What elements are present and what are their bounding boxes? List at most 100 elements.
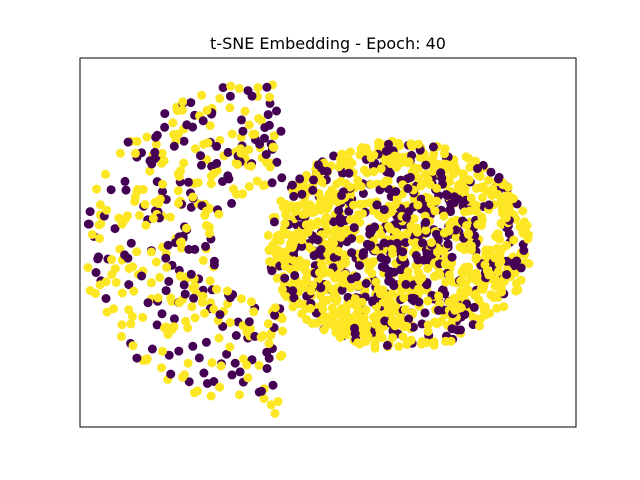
point-class-1 xyxy=(402,338,412,348)
point-class-1 xyxy=(367,269,377,278)
point-class-1 xyxy=(467,241,476,251)
point-class-1 xyxy=(380,156,390,166)
point-class-0 xyxy=(227,198,237,208)
point-class-1 xyxy=(129,286,139,296)
point-class-1 xyxy=(283,204,293,214)
point-class-1 xyxy=(356,182,366,191)
point-class-0 xyxy=(384,167,394,177)
point-class-1 xyxy=(478,193,487,203)
point-class-0 xyxy=(334,206,344,216)
point-class-0 xyxy=(160,109,170,119)
point-class-1 xyxy=(491,274,501,284)
point-class-0 xyxy=(268,380,278,390)
point-class-1 xyxy=(379,179,389,189)
point-class-1 xyxy=(468,312,478,322)
point-class-1 xyxy=(479,281,489,291)
point-class-0 xyxy=(137,271,147,281)
point-class-0 xyxy=(337,285,347,295)
point-class-1 xyxy=(273,397,283,406)
point-class-0 xyxy=(164,276,174,286)
point-class-1 xyxy=(426,199,436,209)
point-class-0 xyxy=(316,245,326,254)
point-class-1 xyxy=(327,303,337,313)
point-class-0 xyxy=(404,314,414,324)
point-class-1 xyxy=(83,263,93,272)
point-class-0 xyxy=(337,190,346,200)
point-class-1 xyxy=(223,286,232,296)
point-class-1 xyxy=(523,234,533,244)
point-class-0 xyxy=(257,386,266,396)
point-class-1 xyxy=(162,262,172,272)
point-class-0 xyxy=(493,174,503,184)
point-class-1 xyxy=(151,257,161,267)
point-class-0 xyxy=(260,133,269,143)
point-class-0 xyxy=(280,273,290,283)
point-class-0 xyxy=(376,253,386,263)
point-class-1 xyxy=(398,152,408,162)
point-class-1 xyxy=(366,180,376,189)
point-class-0 xyxy=(391,187,401,196)
point-class-1 xyxy=(227,129,237,139)
point-class-1 xyxy=(353,306,363,316)
point-class-1 xyxy=(403,267,413,277)
point-class-1 xyxy=(203,138,213,148)
point-class-0 xyxy=(201,337,211,347)
point-class-0 xyxy=(510,260,520,270)
point-class-1 xyxy=(190,313,200,323)
point-class-1 xyxy=(349,300,359,309)
point-class-1 xyxy=(157,363,166,373)
point-class-1 xyxy=(324,202,333,211)
point-class-1 xyxy=(142,132,152,142)
point-class-0 xyxy=(365,224,375,234)
point-class-1 xyxy=(476,314,486,324)
point-class-1 xyxy=(472,184,481,193)
point-class-0 xyxy=(379,205,389,215)
point-class-1 xyxy=(361,337,371,346)
point-class-1 xyxy=(353,281,363,291)
point-class-0 xyxy=(267,266,277,276)
point-class-0 xyxy=(411,251,421,260)
point-class-0 xyxy=(289,191,299,201)
point-class-1 xyxy=(394,342,404,351)
point-class-1 xyxy=(215,382,225,392)
point-class-1 xyxy=(193,178,203,188)
point-class-0 xyxy=(358,250,368,260)
point-class-1 xyxy=(132,247,142,257)
point-class-1 xyxy=(102,307,112,317)
point-class-1 xyxy=(462,221,472,230)
point-class-0 xyxy=(295,174,305,184)
point-class-1 xyxy=(254,360,264,370)
point-class-1 xyxy=(198,291,208,301)
point-class-0 xyxy=(316,283,326,293)
point-class-0 xyxy=(297,189,307,199)
point-class-1 xyxy=(214,209,224,219)
point-class-1 xyxy=(254,114,264,123)
point-class-1 xyxy=(434,291,444,301)
point-class-1 xyxy=(451,232,461,242)
point-class-0 xyxy=(436,168,446,178)
point-class-1 xyxy=(391,227,401,237)
point-class-1 xyxy=(151,139,161,149)
point-class-0 xyxy=(121,185,131,195)
point-class-0 xyxy=(368,296,378,306)
point-class-1 xyxy=(153,293,163,303)
point-class-1 xyxy=(471,289,481,299)
point-class-1 xyxy=(349,200,359,210)
point-class-1 xyxy=(435,270,445,280)
point-class-0 xyxy=(484,200,494,210)
point-class-1 xyxy=(471,268,481,278)
point-class-1 xyxy=(198,255,208,265)
point-class-0 xyxy=(201,241,210,251)
point-class-1 xyxy=(414,284,424,294)
point-class-1 xyxy=(225,342,235,352)
point-class-1 xyxy=(362,146,372,156)
point-class-1 xyxy=(404,157,414,167)
point-class-1 xyxy=(92,184,101,194)
point-class-1 xyxy=(423,327,433,336)
point-class-0 xyxy=(381,146,391,156)
point-class-1 xyxy=(371,277,381,287)
point-class-0 xyxy=(188,341,198,351)
point-class-0 xyxy=(473,164,482,173)
point-class-1 xyxy=(259,394,269,404)
point-class-1 xyxy=(238,189,248,199)
